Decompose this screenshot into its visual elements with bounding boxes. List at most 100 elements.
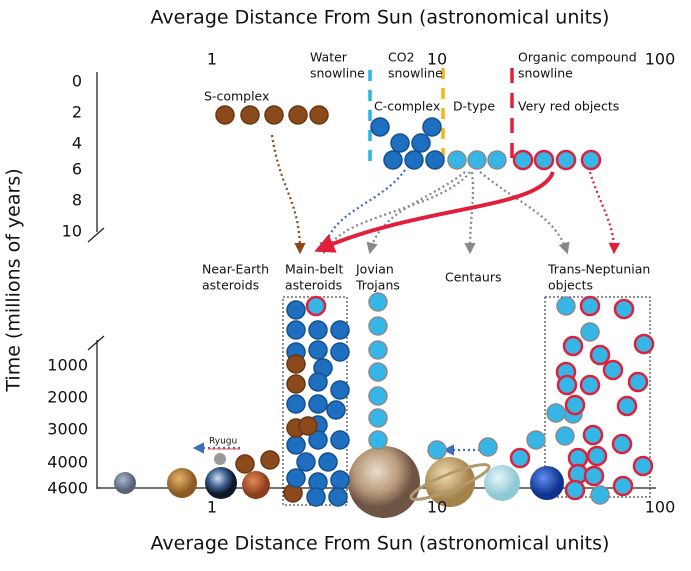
small-body <box>411 133 431 153</box>
y-axis-title: Time (millions of years) <box>3 168 25 392</box>
small-body <box>215 105 235 125</box>
snowline-label: CO2 <box>388 50 415 65</box>
small-body <box>309 105 329 125</box>
small-body <box>562 335 584 357</box>
population-label: asteroids <box>285 278 342 293</box>
small-body <box>586 445 608 467</box>
small-body <box>555 149 577 171</box>
small-body <box>308 430 328 450</box>
small-body <box>368 340 388 360</box>
small-body <box>368 292 388 312</box>
snowline-label: snowline <box>388 66 443 81</box>
y-tick-label: 10 <box>62 222 82 241</box>
population-label: Main-belt <box>285 262 343 277</box>
y-tick-label: 4000 <box>47 453 88 472</box>
small-body <box>368 408 388 428</box>
small-body <box>308 372 328 392</box>
snowline-label: snowline <box>310 66 365 81</box>
small-body <box>328 487 348 507</box>
small-body <box>422 117 442 137</box>
small-body <box>260 450 280 470</box>
small-body <box>556 374 578 396</box>
migration-arrows <box>192 134 621 456</box>
small-body <box>286 394 306 414</box>
population-label: Centaurs <box>445 270 501 285</box>
population-label: Trojans <box>355 278 400 293</box>
small-body <box>589 344 611 366</box>
small-body <box>590 485 610 505</box>
y-tick-label: 2000 <box>47 388 88 407</box>
bottom-axis-title: Average Distance From Sun (astronomical … <box>151 533 610 555</box>
small-body <box>318 452 338 472</box>
x-tick-label: 10 <box>427 50 447 69</box>
x-tick-label: 10 <box>427 498 447 517</box>
small-body <box>383 150 403 170</box>
small-body <box>240 105 260 125</box>
y-tick-label: 8 <box>72 191 82 210</box>
group-label: C-complex <box>374 99 440 114</box>
x-tick-label: 1 <box>207 50 217 69</box>
small-body <box>330 342 350 362</box>
small-body <box>370 117 390 137</box>
x-tick-label: 1 <box>207 498 217 517</box>
population-label: asteroids <box>202 278 259 293</box>
population-label: Jovian <box>355 262 394 277</box>
y-tick-label: 4 <box>72 134 82 153</box>
small-body <box>264 105 284 125</box>
small-body <box>330 380 350 400</box>
small-body <box>330 320 350 340</box>
small-body <box>308 394 328 414</box>
small-body <box>583 465 605 487</box>
small-body <box>564 394 586 416</box>
small-body <box>286 300 306 320</box>
small-body <box>286 468 306 488</box>
ryugu-label: Ryugu <box>209 437 237 447</box>
small-body <box>509 447 531 469</box>
small-body <box>632 455 654 477</box>
y-tick-label: 3000 <box>47 420 88 439</box>
small-body <box>579 295 601 317</box>
snowline-label: snowline <box>518 66 573 81</box>
planets <box>114 446 564 518</box>
small-body <box>546 403 566 423</box>
y-tick-label: 2 <box>72 103 82 122</box>
small-body <box>602 359 624 381</box>
small-body <box>286 435 306 455</box>
snowline-label: Organic compound <box>518 50 637 65</box>
population-label: objects <box>548 278 593 293</box>
small-body <box>286 354 306 374</box>
y-tick-label: 4600 <box>47 479 88 498</box>
population-label: Trans-Neptunian <box>547 262 650 277</box>
small-body <box>286 374 306 394</box>
small-body <box>526 430 546 450</box>
small-body <box>368 316 388 336</box>
snowline-label: Water <box>310 50 348 65</box>
x-tick-label: 100 <box>645 498 676 517</box>
top-axis-title: Average Distance From Sun (astronomical … <box>151 7 610 29</box>
small-body <box>447 150 467 170</box>
small-body <box>579 374 601 396</box>
small-body <box>564 479 586 501</box>
small-body <box>368 362 388 382</box>
y-tick-label: 1000 <box>47 356 88 375</box>
small-body <box>467 150 487 170</box>
small-body <box>580 322 600 342</box>
small-body <box>286 320 306 340</box>
small-body <box>478 437 498 457</box>
small-body <box>427 440 447 460</box>
small-body <box>612 475 634 497</box>
small-body <box>580 149 602 171</box>
group-label: D-type <box>453 99 495 114</box>
small-body <box>611 433 633 455</box>
small-body <box>288 105 308 125</box>
small-body <box>330 470 350 490</box>
small-body <box>533 149 555 171</box>
small-body <box>627 371 649 393</box>
small-body <box>512 149 534 171</box>
small-body <box>613 298 635 320</box>
small-body <box>368 386 388 406</box>
population-label: Near-Earth <box>202 262 269 277</box>
small-body <box>404 150 424 170</box>
small-body <box>308 320 328 340</box>
